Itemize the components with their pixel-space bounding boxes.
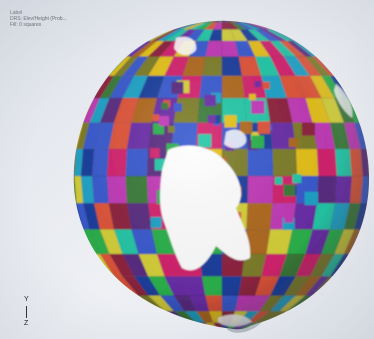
mesh-cell bbox=[170, 322, 197, 330]
mesh-cell bbox=[199, 330, 222, 332]
mesh-cell bbox=[218, 330, 223, 332]
mesh-cell bbox=[147, 310, 174, 323]
mesh-cell bbox=[222, 330, 227, 332]
mesh-cell bbox=[202, 330, 222, 332]
mesh-cell bbox=[146, 310, 172, 323]
mesh-cell bbox=[198, 330, 223, 332]
mesh-cell bbox=[209, 330, 222, 332]
info-line: DRS: Elev/Height (Prob... bbox=[10, 16, 67, 22]
info-line: Label bbox=[10, 10, 23, 16]
axis-stem-icon bbox=[26, 306, 27, 318]
mesh-cell bbox=[173, 322, 200, 330]
z-axis-label: Z bbox=[24, 320, 29, 327]
y-axis-label: Y bbox=[24, 296, 29, 303]
viewport-info-text: Label DRS: Elev/Height (Prob... Fill: 0 … bbox=[10, 10, 67, 28]
info-line: Fill: 0 squares bbox=[10, 22, 42, 28]
axis-triad: Y Z bbox=[18, 292, 48, 332]
mesh-cell bbox=[213, 330, 222, 332]
mesh-cell bbox=[205, 330, 222, 332]
mesh-cell bbox=[182, 322, 206, 330]
mesh-cell bbox=[177, 322, 203, 330]
mesh-cell bbox=[196, 330, 222, 332]
mesh-cell bbox=[171, 322, 198, 330]
mesh-cell bbox=[196, 330, 222, 332]
